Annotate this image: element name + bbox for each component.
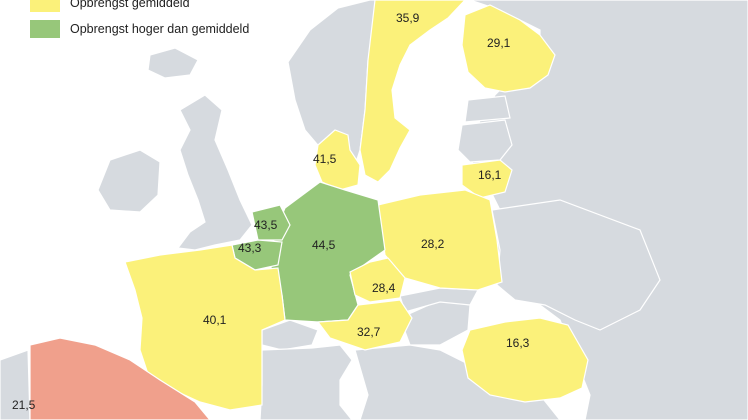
value-label-germany: 44,5 — [312, 238, 336, 252]
country-great-britain — [176, 94, 253, 251]
value-label-belgium: 43,3 — [238, 241, 262, 255]
country-estonia — [464, 95, 511, 123]
value-label-spain: 21,5 — [12, 398, 36, 412]
legend-swatch-average — [30, 0, 60, 12]
country-lithuania — [461, 159, 513, 199]
country-italy — [259, 344, 353, 420]
country-austria — [316, 299, 413, 351]
land-north-west — [147, 47, 199, 79]
value-label-sweden: 35,9 — [396, 11, 420, 25]
country-netherlands-shape — [251, 204, 291, 241]
country-denmark — [314, 129, 361, 191]
country-finland-shape — [461, 4, 556, 93]
legend-label-average: Opbrengst gemiddeld — [70, 0, 190, 10]
value-label-finland: 29,1 — [487, 36, 511, 50]
country-spain — [29, 337, 211, 420]
country-sweden — [359, 0, 466, 183]
value-label-romania: 16,3 — [506, 336, 530, 350]
country-austria-shape — [316, 299, 413, 351]
country-lithuania-shape — [461, 159, 513, 199]
legend: Opbrengst gemiddeld Opbrengst hoger dan … — [30, 0, 249, 38]
country-sweden-shape — [359, 0, 466, 183]
value-label-poland: 28,2 — [421, 237, 445, 251]
country-netherlands — [251, 204, 291, 241]
country-finland — [461, 4, 556, 93]
legend-label-above-average: Opbrengst hoger dan gemiddeld — [70, 22, 249, 36]
value-label-denmark: 41,5 — [313, 152, 337, 166]
country-portugal — [0, 349, 31, 420]
country-latvia — [457, 119, 513, 163]
value-label-france: 40,1 — [203, 313, 227, 327]
country-ireland — [97, 149, 161, 213]
legend-item-above-average: Opbrengst hoger dan gemiddeld — [30, 20, 249, 38]
country-romania-shape — [461, 317, 589, 403]
value-label-czechia: 28,4 — [372, 281, 396, 295]
legend-item-average: Opbrengst gemiddeld — [30, 0, 190, 12]
country-france — [124, 244, 286, 411]
value-label-netherlands: 43,5 — [254, 218, 278, 232]
country-france-shape — [124, 244, 286, 411]
country-denmark-shape — [314, 129, 361, 191]
legend-swatch-above-average — [30, 20, 60, 38]
country-czechia — [349, 257, 406, 303]
country-czechia-shape — [349, 257, 406, 303]
value-label-austria: 32,7 — [357, 325, 381, 339]
value-label-lithuania: 16,1 — [478, 168, 502, 182]
country-romania — [461, 317, 589, 403]
country-spain-shape — [29, 337, 211, 420]
